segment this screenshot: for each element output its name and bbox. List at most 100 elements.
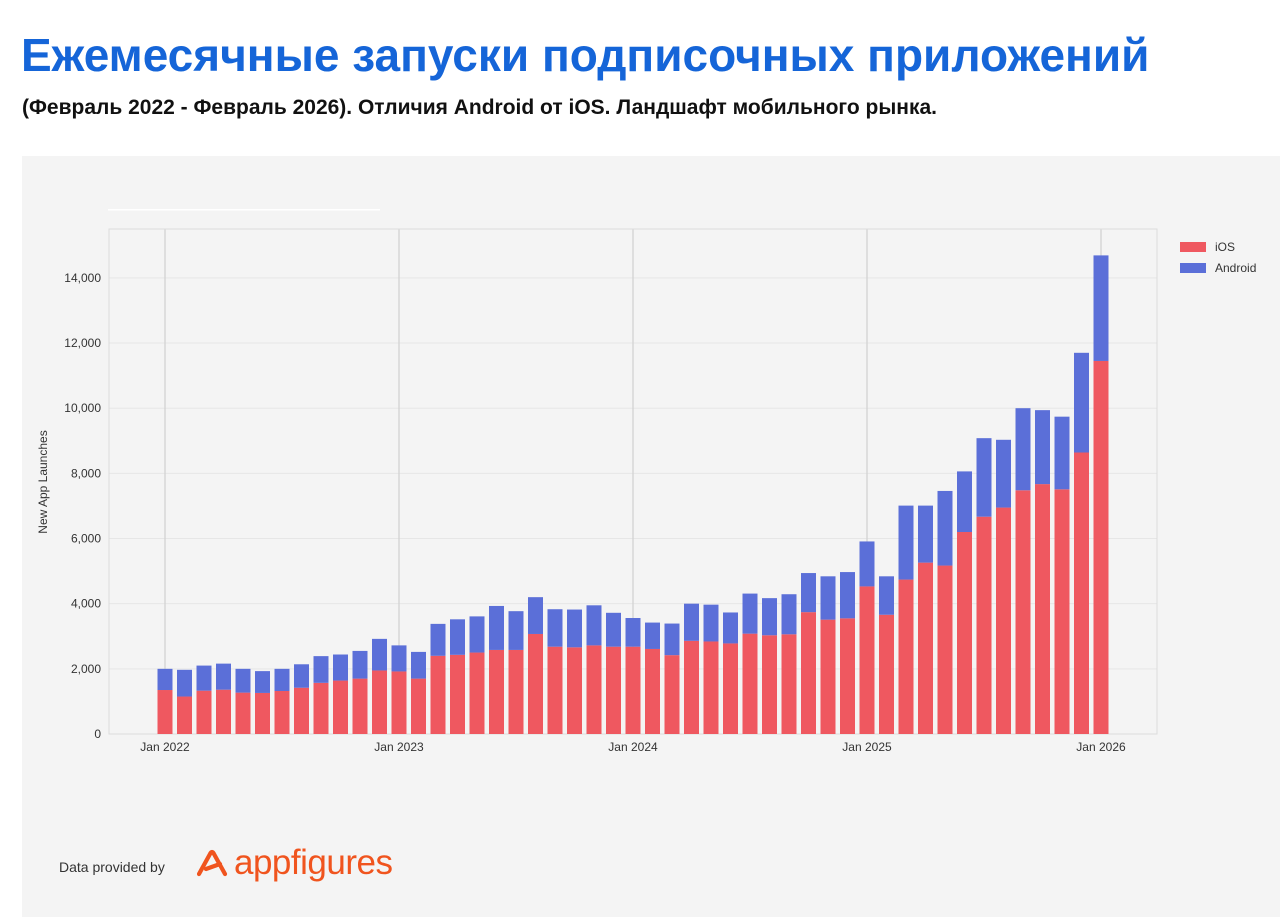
bar-ios-2024-09 xyxy=(781,634,797,734)
bar-android-2024-06 xyxy=(723,612,738,644)
bar-android-2022-12 xyxy=(372,638,387,671)
bar-android-2024-11 xyxy=(820,576,836,620)
bar-ios-2022-10 xyxy=(333,680,348,734)
bar-ios-2023-05 xyxy=(469,652,485,734)
bar-android-2022-05 xyxy=(235,668,251,693)
bar-android-2024-05 xyxy=(703,604,719,642)
bar-ios-2023-09 xyxy=(547,646,563,734)
bar-android-2022-04 xyxy=(216,663,231,690)
y-tick-label: 14,000 xyxy=(64,271,101,285)
credit-label: Data provided by xyxy=(59,859,165,875)
bar-android-2025-03 xyxy=(898,505,914,580)
bar-android-2025-08 xyxy=(996,439,1011,508)
bar-ios-2022-06 xyxy=(255,692,270,734)
bar-android-2025-11 xyxy=(1054,416,1070,490)
bar-ios-2025-08 xyxy=(996,507,1011,734)
stacked-bar-chart: 02,0004,0006,0008,00010,00012,00014,000 … xyxy=(36,209,1256,754)
bar-ios-2022-08 xyxy=(294,687,309,734)
bar-android-2024-04 xyxy=(684,603,699,641)
bar-android-2023-04 xyxy=(450,619,465,655)
appfigures-icon xyxy=(197,849,228,877)
x-axis-ticks: Jan 2022 Jan 2023 Jan 2024 Jan 2025 Jan 2026 xyxy=(140,740,1126,754)
bar-ios-2025-04 xyxy=(918,562,933,734)
bar-android-2022-10 xyxy=(333,654,348,681)
bar-android-2022-06 xyxy=(255,671,270,693)
x-tick-label: Jan 2024 xyxy=(608,740,658,754)
bar-ios-2024-10 xyxy=(801,612,816,734)
bar-android-2022-07 xyxy=(274,668,290,691)
bar-android-2023-11 xyxy=(586,605,602,646)
y-axis-ticks: 0 2,000 4,000 6,000 8,000 10,000 12,000 14,000 xyxy=(64,271,101,741)
page-title: Ежемесячные запуски подписочных приложен… xyxy=(21,29,1150,81)
legend-label-android: Android xyxy=(1215,261,1256,275)
bar-ios-2023-02 xyxy=(411,678,426,734)
y-tick-label: 12,000 xyxy=(64,336,101,350)
brand-name: appfigures xyxy=(234,843,393,882)
bar-android-2024-02 xyxy=(645,622,660,649)
top-accent-line xyxy=(108,209,380,211)
bar-android-2025-02 xyxy=(879,576,894,615)
bar-ios-2025-07 xyxy=(976,516,992,734)
bar-ios-2024-03 xyxy=(664,655,680,734)
bar-ios-2024-05 xyxy=(703,641,719,734)
bar-android-2023-12 xyxy=(606,612,621,647)
x-tick-label: Jan 2023 xyxy=(374,740,424,754)
bar-ios-2025-01 xyxy=(859,586,875,734)
bar-ios-2022-04 xyxy=(216,689,231,734)
bar-ios-2025-05 xyxy=(937,565,953,734)
bar-android-2022-08 xyxy=(294,664,309,688)
bar-ios-2022-05 xyxy=(235,692,251,734)
y-tick-label: 4,000 xyxy=(71,597,101,611)
bar-ios-2025-11 xyxy=(1054,489,1070,734)
y-axis-label: New App Launches xyxy=(36,430,50,533)
bar-android-2024-09 xyxy=(781,594,797,635)
legend-swatch-ios xyxy=(1180,242,1206,252)
bar-ios-2023-11 xyxy=(586,645,602,734)
bar-ios-2023-04 xyxy=(450,654,465,734)
bar-ios-2024-04 xyxy=(684,640,699,734)
bar-ios-2022-09 xyxy=(313,682,329,734)
y-tick-label: 0 xyxy=(94,727,101,741)
bar-android-2025-07 xyxy=(976,438,992,517)
bar-android-2023-02 xyxy=(411,651,426,679)
chart-panel: 0 2,000 4,000 6,000 8,000 10,000 12,000 14,000 … xyxy=(22,156,1280,917)
bar-ios-2022-01 xyxy=(157,690,173,734)
bar-ios-2024-07 xyxy=(742,633,758,734)
bar-android-2025-05 xyxy=(937,490,953,566)
bar-android-2024-01 xyxy=(625,618,641,647)
bar-ios-2023-03 xyxy=(430,655,446,734)
bar-android-2023-07 xyxy=(508,611,524,650)
bar-ios-2024-06 xyxy=(723,643,738,734)
bar-android-2023-06 xyxy=(489,605,504,650)
bar-ios-2024-12 xyxy=(840,618,855,734)
bar-android-2025-12 xyxy=(1074,352,1089,453)
bar-ios-2022-12 xyxy=(372,670,387,734)
bar-ios-2023-01 xyxy=(391,671,407,734)
bar-ios-2025-02 xyxy=(879,614,894,734)
bar-android-2025-06 xyxy=(957,471,972,532)
bar-android-2023-03 xyxy=(430,623,446,656)
legend: iOS Android xyxy=(1180,240,1256,275)
bar-android-2022-09 xyxy=(313,656,329,683)
bar-ios-2022-03 xyxy=(196,690,212,734)
y-tick-label: 2,000 xyxy=(71,662,101,676)
bar-android-2025-04 xyxy=(918,505,933,563)
bar-android-2024-12 xyxy=(840,572,855,619)
bar-android-2023-08 xyxy=(528,597,543,634)
bar-android-2024-08 xyxy=(762,598,777,636)
x-tick-label: Jan 2022 xyxy=(140,740,190,754)
bar-android-2023-09 xyxy=(547,609,563,647)
bar-ios-2026-01 xyxy=(1093,360,1109,734)
bar-ios-2024-02 xyxy=(645,648,660,734)
legend-swatch-android xyxy=(1180,263,1206,273)
bar-android-2022-11 xyxy=(352,650,368,679)
appfigures-logo[interactable]: appfigures xyxy=(197,843,393,883)
bar-android-2024-10 xyxy=(801,573,816,613)
bar-ios-2023-12 xyxy=(606,646,621,734)
bar-android-2022-03 xyxy=(196,665,212,691)
bar-ios-2023-10 xyxy=(567,647,582,734)
legend-label-ios: iOS xyxy=(1215,240,1235,254)
bar-android-2023-01 xyxy=(391,645,407,672)
bar-ios-2022-07 xyxy=(274,690,290,734)
y-tick-label: 6,000 xyxy=(71,532,101,546)
